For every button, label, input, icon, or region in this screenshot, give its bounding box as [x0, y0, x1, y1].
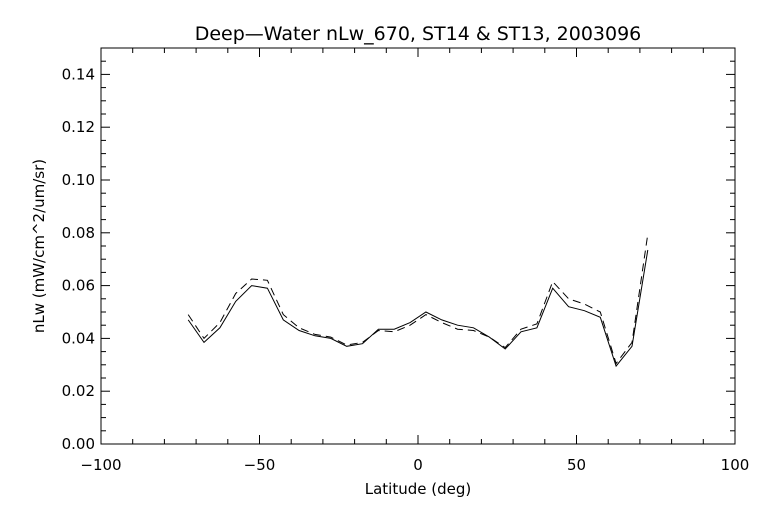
x-axis-label: Latitude (deg): [365, 480, 471, 498]
series-lines: [187, 234, 649, 368]
series-line-dashed: [187, 234, 649, 365]
plot-frame: [100, 47, 736, 445]
y-tick-label: 0.06: [62, 277, 95, 295]
y-tick-label: 0.00: [62, 435, 95, 453]
y-tick-label: 0.08: [62, 224, 95, 242]
y-tick-label: 0.04: [62, 329, 95, 347]
x-tick-label: 0: [413, 456, 423, 474]
series-line-solid: [187, 249, 649, 368]
y-tick-label: 0.10: [62, 171, 95, 189]
y-tick-label: 0.14: [62, 65, 95, 83]
y-axis-label: nLw (mW/cm^2/um/sr): [30, 159, 48, 333]
axis-ticks: [100, 47, 736, 445]
x-tick-label: −100: [80, 456, 121, 474]
x-tick-label: 100: [721, 456, 750, 474]
y-tick-label: 0.12: [62, 118, 95, 136]
y-tick-labels: 0.00 0.02 0.04 0.06 0.08 0.10 0.12 0.14: [62, 65, 95, 453]
x-tick-label: 50: [567, 456, 586, 474]
x-tick-label: −50: [244, 456, 276, 474]
x-tick-labels: −100 −50 0 50 100: [80, 456, 749, 474]
chart-title: Deep—Water nLw_670, ST14 & ST13, 2003096: [195, 23, 642, 45]
y-tick-label: 0.02: [62, 382, 95, 400]
